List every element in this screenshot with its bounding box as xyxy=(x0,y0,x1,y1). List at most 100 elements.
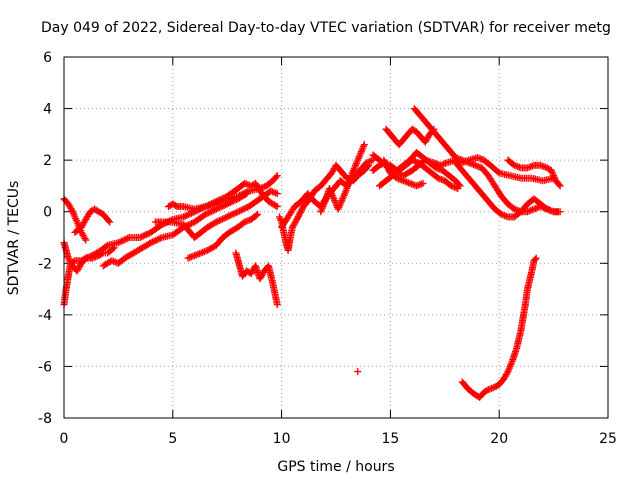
series-arc-u xyxy=(458,254,540,401)
data-point xyxy=(186,220,194,228)
data-point xyxy=(240,205,248,213)
y-tick-label: 4 xyxy=(43,102,52,118)
data-point xyxy=(172,202,180,210)
data-point xyxy=(114,239,122,247)
tick-labels: 0 5 10 15 20 25 -8 -6 -4 -2 0 2 4 6 xyxy=(38,50,617,447)
data-point xyxy=(118,237,126,245)
data-point xyxy=(254,210,262,218)
data-point xyxy=(217,195,225,203)
data-point xyxy=(273,301,281,309)
data-point xyxy=(124,234,132,242)
data-point xyxy=(121,236,129,244)
data-point xyxy=(146,240,154,248)
data-point xyxy=(215,217,223,225)
data-point xyxy=(215,204,223,212)
data-point xyxy=(147,239,155,247)
data-point xyxy=(231,196,239,204)
data-point xyxy=(82,236,90,244)
series-arc-t xyxy=(504,156,564,190)
data-point xyxy=(503,369,511,377)
data-point xyxy=(205,201,213,209)
chart-title: Day 049 of 2022, Sidereal Day-to-day VTE… xyxy=(41,20,611,36)
data-point xyxy=(209,199,217,207)
data-point xyxy=(222,201,230,209)
data-point xyxy=(109,245,117,253)
data-point xyxy=(242,204,250,212)
data-point xyxy=(556,182,564,190)
data-point xyxy=(556,208,564,216)
x-tick-label: 15 xyxy=(381,431,399,447)
data-point xyxy=(483,386,491,394)
data-point xyxy=(212,197,220,205)
data-point xyxy=(150,237,158,245)
data-point xyxy=(98,250,106,258)
data-point xyxy=(205,209,213,217)
y-tick-label: 0 xyxy=(43,205,52,221)
plot-frame xyxy=(63,56,609,419)
data-point xyxy=(209,207,217,215)
data-point xyxy=(220,194,228,202)
series-arc-f xyxy=(151,187,281,241)
data-point xyxy=(234,208,242,216)
data-point xyxy=(223,200,231,208)
data-point xyxy=(211,206,219,214)
data-point xyxy=(229,210,237,218)
data-point xyxy=(226,199,234,207)
data-point xyxy=(138,233,146,241)
data-point xyxy=(273,203,281,211)
data-point xyxy=(225,212,233,220)
data-point xyxy=(141,231,149,239)
series-arc-a xyxy=(60,172,281,309)
data-point xyxy=(156,234,164,242)
data-point xyxy=(68,206,76,214)
data-point xyxy=(494,168,502,176)
data-point xyxy=(237,206,245,214)
data-point xyxy=(181,212,189,220)
axis-ticks xyxy=(63,56,609,419)
data-point xyxy=(208,200,216,208)
data-point xyxy=(211,198,219,206)
series-arc-s xyxy=(452,159,564,221)
data-point xyxy=(186,210,194,218)
data-point xyxy=(106,218,114,226)
data-point xyxy=(228,211,236,219)
x-tick-label: 0 xyxy=(60,431,69,447)
data-point xyxy=(105,217,113,225)
series-arc-g xyxy=(164,179,281,213)
data-point xyxy=(225,199,233,207)
data-point xyxy=(273,172,281,180)
data-point xyxy=(360,141,368,149)
data-point xyxy=(110,244,118,252)
data-point xyxy=(236,207,244,215)
data-point xyxy=(203,202,211,210)
data-point xyxy=(223,213,231,221)
data-point xyxy=(243,190,251,198)
data-point xyxy=(211,219,219,227)
grid-lines xyxy=(64,57,608,418)
data-point xyxy=(184,211,192,219)
data-point xyxy=(215,196,223,204)
data-point xyxy=(231,209,239,217)
data-point xyxy=(116,238,124,246)
x-tick-label: 20 xyxy=(490,431,508,447)
data-point xyxy=(81,235,89,243)
data-point xyxy=(532,254,540,262)
x-tick-label: 5 xyxy=(168,431,177,447)
data-point xyxy=(454,185,462,193)
data-point xyxy=(136,234,144,241)
y-tick-label: -8 xyxy=(38,411,52,427)
data-point xyxy=(219,202,227,210)
data-point xyxy=(212,205,220,213)
data-point xyxy=(214,204,222,212)
data-point xyxy=(228,198,236,206)
data-point xyxy=(555,181,563,189)
data-point xyxy=(201,210,209,218)
data-point xyxy=(183,211,191,219)
y-tick-label: -2 xyxy=(38,256,52,272)
series-arc-d xyxy=(71,205,114,236)
data-point xyxy=(122,235,130,243)
data-point xyxy=(208,207,216,215)
data-point xyxy=(217,216,225,224)
data-point xyxy=(239,206,247,214)
